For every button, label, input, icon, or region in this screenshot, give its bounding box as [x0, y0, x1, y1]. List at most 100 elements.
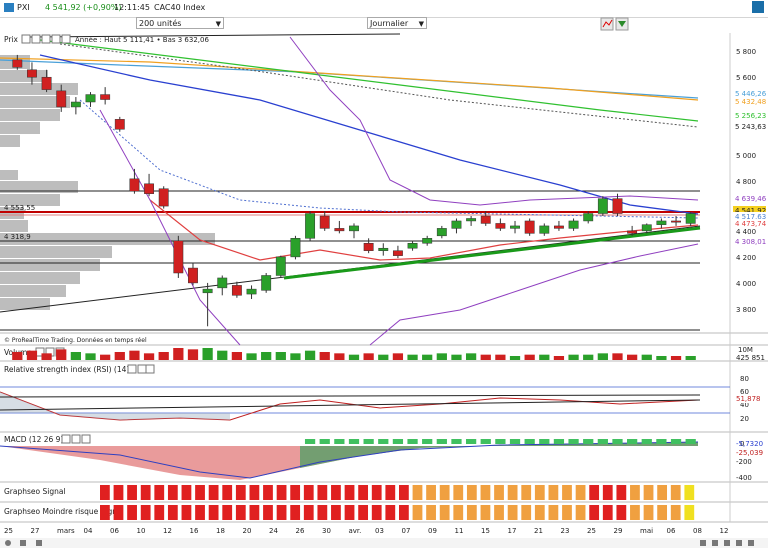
- volume-bar: [143, 353, 155, 360]
- volume-bar: [275, 352, 286, 360]
- macd-tick: -400: [736, 474, 752, 482]
- panel-toolbar-icons[interactable]: [21, 34, 71, 44]
- volume-bar: [685, 356, 696, 360]
- trend-line-green[interactable]: [283, 226, 701, 280]
- macd-panel: MACD (12 26 9) 0 -200 -400 -5,7320 -25,0…: [0, 434, 763, 482]
- volume-bar: [495, 354, 506, 360]
- rsi-tick: 80: [740, 375, 749, 383]
- panel-toolbar-icons[interactable]: [61, 434, 91, 444]
- candle: [334, 228, 345, 232]
- panel-toolbar-icons[interactable]: [127, 364, 155, 374]
- volume-bar: [70, 352, 81, 360]
- price-tick: 3 800: [736, 306, 756, 314]
- rsi-panel: Relative strength index (RSI) (14) 80 60…: [0, 364, 765, 423]
- date-label: 04: [84, 527, 93, 535]
- signal-bar: [412, 485, 423, 500]
- volume-bar: [246, 353, 257, 360]
- price-tag: 5 432,48: [735, 98, 766, 106]
- candle: [612, 198, 623, 214]
- volume-bar: [422, 354, 433, 360]
- candle: [129, 178, 140, 192]
- units-select[interactable]: 200 unités ▼: [136, 17, 224, 29]
- candle: [363, 243, 374, 251]
- price-tick: 4 400: [736, 228, 756, 236]
- signal-bar: [290, 505, 301, 520]
- volume-bar: [451, 354, 462, 360]
- date-label: 24: [269, 527, 278, 535]
- volume-bar: [583, 354, 594, 360]
- signal-bar: [263, 485, 273, 500]
- price-tag-bg: [733, 206, 766, 214]
- top-line[interactable]: [29, 33, 401, 38]
- macd-bar: [451, 439, 462, 444]
- macd-title: MACD (12 26 9): [4, 435, 63, 444]
- price-tags: 5 446,265 432,48 5 256,23 5 243,63 4 639,46…: [733, 89, 767, 246]
- signal-bar: [154, 485, 165, 500]
- signal-bar: [412, 505, 423, 520]
- signal-bar: [127, 485, 137, 500]
- signal-bar: [480, 485, 491, 500]
- date-label: 25: [587, 527, 596, 535]
- candle: [246, 288, 257, 295]
- volume-bar: [612, 353, 623, 360]
- level-label-1: 4 553,55: [4, 204, 35, 212]
- period-select[interactable]: Journalier ▼: [367, 17, 427, 29]
- signal-bar: [643, 485, 654, 500]
- signal-bar: [385, 505, 396, 520]
- signal-bar: [426, 505, 436, 520]
- volume-bar: [670, 356, 682, 360]
- signal-bar: [249, 505, 260, 520]
- signal-bar: [358, 505, 369, 520]
- price-tag: 4 517,63: [735, 213, 766, 221]
- signal-bar: [453, 485, 464, 500]
- volume-bar: [304, 350, 316, 360]
- candle: [451, 220, 462, 229]
- volume-bar: [334, 353, 345, 360]
- signal-bar: [331, 505, 341, 520]
- chart-tools[interactable]: [600, 17, 630, 31]
- signal-bar: [630, 505, 640, 520]
- signal-bar: [303, 485, 314, 500]
- chart-icon[interactable]: [3, 2, 15, 13]
- signal-bar: [575, 505, 586, 520]
- macd-tick: -200: [736, 458, 752, 466]
- date-label: mai: [640, 527, 653, 535]
- rsi-tick: 40: [740, 401, 749, 409]
- date-label: 25: [4, 527, 13, 535]
- volume-bar: [568, 354, 579, 360]
- signal-bar: [249, 485, 260, 500]
- macd-tick: 0: [740, 440, 744, 448]
- volume-bar: [202, 348, 213, 360]
- signal-bar: [548, 485, 559, 500]
- volume-bar: [114, 352, 125, 360]
- date-label: 30: [322, 527, 331, 535]
- signal-bar: [399, 505, 409, 520]
- candle: [202, 288, 213, 294]
- candle: [685, 213, 696, 224]
- candle: [261, 275, 272, 291]
- signal-bar: [643, 505, 654, 520]
- price-info: Année : Haut 5 111,41 • Bas 3 632,06: [75, 36, 209, 44]
- price-tag-bg: [733, 212, 766, 220]
- signal-bar: [589, 485, 600, 500]
- signal-bar: [602, 505, 613, 520]
- price-tick: 5 800: [736, 48, 756, 56]
- volume-bar: [539, 354, 550, 360]
- signal-bar: [208, 505, 219, 520]
- time-label: 12:11:45: [114, 3, 150, 12]
- price-tick: 4 800: [736, 178, 756, 186]
- volume-bar: [56, 349, 67, 360]
- signal-bar: [167, 505, 178, 520]
- macd-bar: [334, 439, 345, 444]
- signal-bar: [181, 505, 192, 520]
- window-icon[interactable]: [752, 1, 764, 13]
- signal-bar: [507, 505, 518, 520]
- signal-bar: [562, 485, 572, 500]
- volume-bar: [129, 350, 140, 360]
- candle: [627, 230, 638, 234]
- signal-bar: [358, 485, 369, 500]
- macd-bar: [436, 439, 447, 444]
- signal-bar: [331, 485, 341, 500]
- bottom-toolbar[interactable]: [0, 538, 768, 548]
- volume-tick: 10M: [738, 346, 753, 354]
